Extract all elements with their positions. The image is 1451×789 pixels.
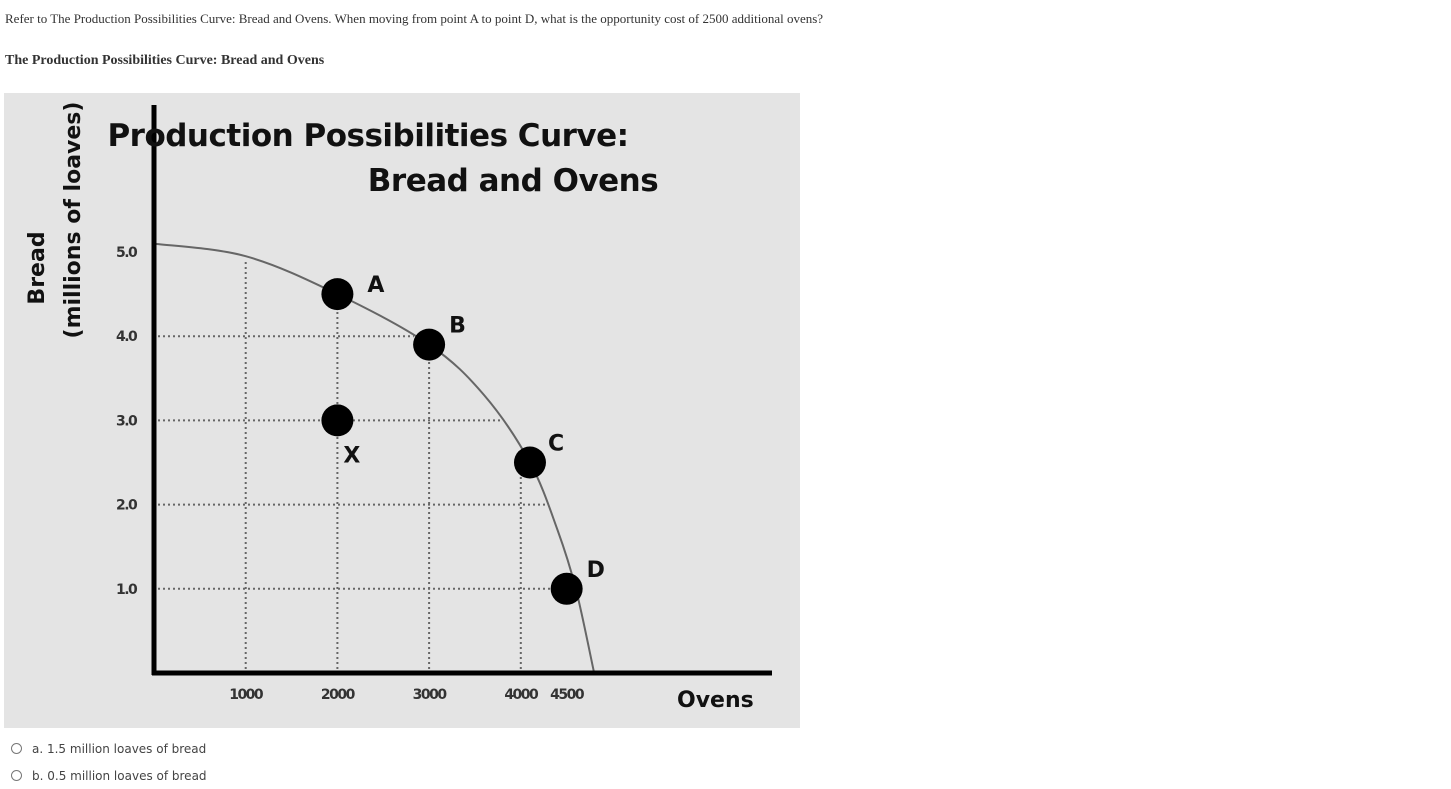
radio-button[interactable] (11, 743, 22, 754)
y-tick-label: 2.0 (116, 498, 138, 514)
figure-caption: The Production Possibilities Curve: Brea… (5, 53, 325, 68)
point-b-marker (413, 328, 446, 361)
point-c-label: C (548, 432, 564, 457)
y-tick-label: 5.0 (116, 245, 138, 261)
x-tick-label: 4500 (550, 687, 585, 703)
point-c-marker (513, 446, 546, 479)
x-tick-label: 4000 (504, 687, 539, 703)
answer-option-label: a. 1.5 million loaves of bread (32, 741, 207, 756)
ppc-figure: 1.0 2.0 3.0 4.0 5.0 1000 2000 3000 4000 4500 A B C D… (4, 93, 800, 728)
y-axis-label-line-1: Bread (25, 231, 50, 304)
point-x-marker (321, 404, 354, 437)
y-tick-label: 1.0 (116, 582, 138, 598)
x-tick-label: 1000 (229, 687, 264, 703)
point-a-label: A (367, 273, 384, 298)
answer-options: a. 1.5 million loaves of bread b. 0.5 mi… (11, 735, 207, 789)
x-axis-label: Ovens (677, 688, 754, 713)
chart-title-line-2: Bread and Ovens (368, 163, 658, 199)
x-tick-label: 2000 (321, 687, 356, 703)
y-tick-label: 3.0 (116, 413, 138, 429)
point-b-label: B (449, 314, 466, 339)
point-d-label: D (587, 558, 605, 583)
answer-option-a[interactable]: a. 1.5 million loaves of bread (11, 735, 207, 762)
x-tick-label: 3000 (413, 687, 448, 703)
y-axis-label-line-2: (millions of loaves) (61, 102, 86, 339)
answer-option-label: b. 0.5 million loaves of bread (32, 768, 207, 783)
answer-option-b[interactable]: b. 0.5 million loaves of bread (11, 762, 207, 789)
point-a-marker (321, 278, 354, 311)
question-text: Refer to The Production Possibilities Cu… (5, 11, 824, 26)
y-tick-label: 4.0 (116, 329, 138, 345)
ppc-chart: 1.0 2.0 3.0 4.0 5.0 1000 2000 3000 4000 4500 A B C D… (25, 102, 772, 713)
radio-button[interactable] (11, 770, 22, 781)
point-x-label: X (343, 443, 360, 468)
chart-title-line-1: Production Possibilities Curve: (107, 118, 628, 154)
point-d-marker (550, 572, 583, 605)
ppc-curve-line (153, 242, 596, 674)
